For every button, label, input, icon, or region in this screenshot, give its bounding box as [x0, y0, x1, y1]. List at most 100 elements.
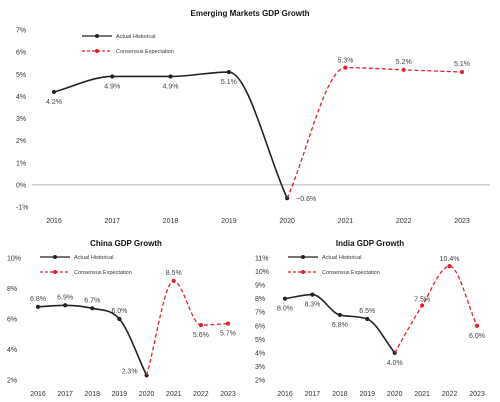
- data-label: 5.1%: [454, 61, 470, 68]
- x-tick-label: 2023: [454, 218, 470, 225]
- y-tick-label: 10%: [255, 269, 269, 276]
- data-label: 8.5%: [166, 270, 182, 277]
- data-label: 6.0%: [469, 333, 485, 340]
- y-tick-label: 4%: [255, 350, 265, 357]
- x-tick-label: 2018: [163, 218, 179, 225]
- legend-label: Consensus Expectation: [322, 270, 380, 276]
- legend-marker: [95, 34, 99, 38]
- x-tick-label: 2022: [396, 218, 412, 225]
- x-tick-label: 2021: [414, 391, 430, 398]
- data-point: [310, 292, 315, 297]
- legend-marker: [301, 255, 305, 259]
- data-point: [474, 323, 480, 328]
- series-line-consensus: [145, 280, 229, 376]
- y-tick-label: 2%: [255, 378, 265, 385]
- x-tick-label: 2019: [359, 391, 375, 398]
- data-point: [365, 316, 370, 322]
- data-label: 8.3%: [304, 302, 320, 309]
- chart-title: India GDP Growth: [336, 239, 404, 248]
- data-label: 5.2%: [396, 59, 412, 66]
- data-label: 4.0%: [387, 360, 403, 367]
- legend-item: Actual Historical: [288, 255, 361, 261]
- y-tick-label: 0%: [16, 182, 26, 189]
- data-label: 6.5%: [359, 308, 375, 315]
- y-tick-label: 8%: [255, 296, 265, 303]
- x-tick-label: 2017: [305, 391, 321, 398]
- x-tick-label: 2017: [104, 218, 120, 225]
- legend-label: Actual Historical: [322, 255, 361, 261]
- y-tick-label: 10%: [7, 256, 21, 263]
- legend-label: Actual Historical: [74, 255, 113, 261]
- data-point: [459, 69, 465, 75]
- x-tick-label: 2021: [166, 391, 182, 398]
- data-label: 5.6%: [193, 332, 209, 339]
- x-tick-label: 2018: [84, 391, 100, 398]
- legend-marker: [53, 270, 57, 274]
- data-point: [171, 278, 176, 283]
- y-tick-label: 3%: [255, 364, 265, 371]
- chart-title: Emerging Markets GDP Growth: [191, 9, 310, 18]
- data-label: 7.5%: [414, 296, 430, 303]
- data-label: 5.3%: [337, 58, 353, 65]
- legend-label: Actual Historical: [116, 34, 155, 40]
- series-line-actual: [53, 71, 288, 199]
- x-tick-label: 2016: [30, 391, 46, 398]
- data-point: [168, 74, 173, 79]
- legend-item: Consensus Expectation: [82, 49, 174, 55]
- data-label: 6.0%: [111, 308, 127, 315]
- chart-india: India GDP Growth 2% 3% 4% 5% 6% 7% 8% 9% 10% 11% 20…: [255, 239, 485, 398]
- data-point: [117, 316, 122, 322]
- legend-marker: [53, 255, 57, 259]
- y-tick-label: 7%: [16, 28, 26, 35]
- x-tick-label: 2022: [442, 391, 458, 398]
- y-tick-label: 2%: [16, 138, 26, 145]
- data-point: [420, 303, 425, 308]
- legend-item: Actual Historical: [40, 255, 113, 261]
- legend-item: Actual Historical: [82, 34, 155, 40]
- legend-label: Consensus Expectation: [74, 270, 132, 276]
- data-point: [110, 74, 115, 79]
- y-tick-label: 1%: [16, 160, 26, 167]
- data-point: [447, 264, 452, 269]
- data-point: [51, 89, 57, 95]
- data-point: [226, 69, 231, 75]
- x-tick-label: 2023: [469, 391, 485, 398]
- data-label: 6.9%: [57, 294, 73, 301]
- data-label: 5.7%: [220, 331, 236, 338]
- y-tick-label: 5%: [16, 72, 26, 79]
- series-line-consensus: [286, 66, 463, 199]
- x-tick-label: 2020: [139, 391, 155, 398]
- series-line-actual: [37, 304, 148, 376]
- data-point: [90, 306, 95, 311]
- chart-em: Emerging Markets GDP Growth -1% 0% 1% 2% 3% 4%…: [16, 9, 490, 225]
- y-tick-label: 8%: [7, 286, 17, 293]
- y-tick-label: 5%: [255, 337, 265, 344]
- legend-label: Consensus Expectation: [116, 49, 174, 55]
- x-tick-label: 2020: [387, 391, 403, 398]
- data-label: 4.9%: [163, 83, 179, 90]
- x-tick-label: 2016: [46, 218, 62, 225]
- y-tick-label: 6%: [16, 50, 26, 57]
- legend-item: Consensus Expectation: [40, 270, 132, 276]
- y-tick-label: 4%: [16, 94, 26, 101]
- chart-china: China GDP Growth 2% 4% 6% 8% 10% 2016 2017 2018 2…: [7, 239, 236, 398]
- y-tick-label: 6%: [255, 323, 265, 330]
- x-tick-label: 2016: [277, 391, 293, 398]
- y-tick-label: 4%: [7, 347, 17, 354]
- data-point: [343, 65, 348, 70]
- x-tick-label: 2019: [221, 218, 237, 225]
- legend-item: Consensus Expectation: [288, 270, 380, 276]
- y-tick-label: 7%: [255, 310, 265, 317]
- data-label: −0.6%: [296, 196, 316, 203]
- y-tick-label: -1%: [16, 205, 28, 212]
- data-label: 4.2%: [46, 99, 62, 106]
- data-point: [401, 67, 406, 72]
- x-tick-label: 2021: [338, 218, 354, 225]
- legend-marker: [301, 270, 305, 274]
- data-label: 8.0%: [277, 306, 293, 313]
- x-tick-label: 2020: [279, 218, 295, 225]
- x-tick-label: 2022: [193, 391, 209, 398]
- series-line-consensus: [394, 265, 478, 354]
- data-label: 2.3%: [122, 368, 138, 375]
- data-label: 4.9%: [104, 83, 120, 90]
